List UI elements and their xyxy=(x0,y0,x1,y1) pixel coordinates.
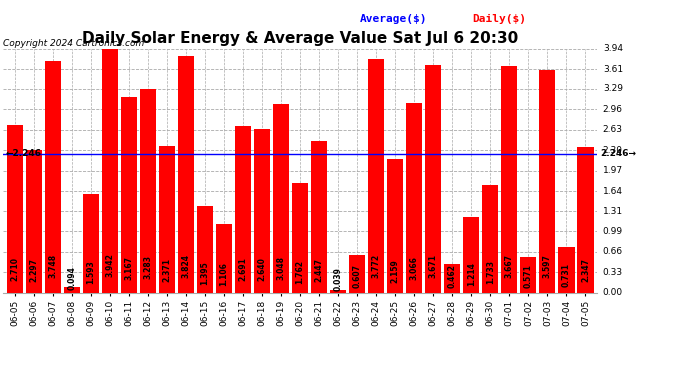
Text: 3.748: 3.748 xyxy=(48,254,57,278)
Bar xyxy=(368,59,384,292)
Text: 1.97: 1.97 xyxy=(603,166,623,175)
Text: 2.159: 2.159 xyxy=(391,259,400,283)
Bar xyxy=(235,126,251,292)
Bar xyxy=(102,49,118,292)
Bar xyxy=(463,217,480,292)
Bar xyxy=(425,65,442,292)
Text: 1.64: 1.64 xyxy=(603,186,623,195)
Bar xyxy=(387,159,404,292)
Text: 3.283: 3.283 xyxy=(144,255,152,279)
Text: 0.33: 0.33 xyxy=(603,268,623,277)
Bar xyxy=(178,56,194,292)
Text: 0.607: 0.607 xyxy=(353,264,362,288)
Text: 0.99: 0.99 xyxy=(603,227,623,236)
Text: 2.96: 2.96 xyxy=(603,105,623,114)
Text: 2.691: 2.691 xyxy=(239,257,248,281)
Text: 2.371: 2.371 xyxy=(163,258,172,282)
Text: 0.039: 0.039 xyxy=(334,267,343,291)
Text: 0.094: 0.094 xyxy=(68,266,77,290)
Bar xyxy=(292,183,308,292)
Text: 3.048: 3.048 xyxy=(277,256,286,280)
Bar xyxy=(197,206,213,292)
Text: 1.395: 1.395 xyxy=(201,261,210,285)
Text: 2.30: 2.30 xyxy=(603,146,623,155)
Bar xyxy=(558,247,575,292)
Text: 2.640: 2.640 xyxy=(257,257,266,281)
Text: 2.347: 2.347 xyxy=(581,258,590,282)
Bar xyxy=(254,129,270,292)
Text: 1.106: 1.106 xyxy=(219,262,228,286)
Text: 1.762: 1.762 xyxy=(295,260,305,284)
Text: 0.571: 0.571 xyxy=(524,264,533,288)
Text: Average($): Average($) xyxy=(359,14,427,24)
Text: 1.31: 1.31 xyxy=(603,207,623,216)
Text: 1.214: 1.214 xyxy=(467,262,476,286)
Text: 3.066: 3.066 xyxy=(410,256,419,280)
Bar xyxy=(45,61,61,292)
Bar xyxy=(7,125,23,292)
Bar xyxy=(311,141,327,292)
Text: Copyright 2024 Cartronics.com: Copyright 2024 Cartronics.com xyxy=(3,39,145,48)
Text: 3.597: 3.597 xyxy=(543,254,552,278)
Text: 0.731: 0.731 xyxy=(562,263,571,287)
Text: 2.63: 2.63 xyxy=(603,125,623,134)
Text: 2.710: 2.710 xyxy=(10,257,19,281)
Bar xyxy=(121,97,137,292)
Text: 3.942: 3.942 xyxy=(106,254,115,277)
Bar xyxy=(482,185,498,292)
Text: 3.29: 3.29 xyxy=(603,84,623,93)
Bar xyxy=(273,104,289,292)
Bar xyxy=(26,150,42,292)
Bar xyxy=(501,66,518,292)
Bar xyxy=(520,257,536,292)
Text: 1.733: 1.733 xyxy=(486,260,495,284)
Bar xyxy=(330,290,346,292)
Text: 3.667: 3.667 xyxy=(505,254,514,278)
Text: 3.94: 3.94 xyxy=(603,44,623,53)
Text: 0.66: 0.66 xyxy=(603,247,623,256)
Title: Daily Solar Energy & Average Value Sat Jul 6 20:30: Daily Solar Energy & Average Value Sat J… xyxy=(82,31,518,46)
Text: 3.167: 3.167 xyxy=(124,256,133,280)
Text: ←2.246: ←2.246 xyxy=(6,149,41,158)
Bar xyxy=(159,146,175,292)
Text: 2.246→: 2.246→ xyxy=(601,149,637,158)
Text: 1.593: 1.593 xyxy=(86,261,95,285)
Text: 3.671: 3.671 xyxy=(428,254,437,278)
Bar xyxy=(64,286,80,292)
Bar xyxy=(540,70,555,292)
Text: 3.61: 3.61 xyxy=(603,64,623,74)
Bar xyxy=(140,89,156,292)
Bar xyxy=(349,255,365,292)
Bar xyxy=(444,264,460,292)
Bar xyxy=(578,147,593,292)
Bar xyxy=(216,224,232,292)
Text: 2.297: 2.297 xyxy=(30,258,39,282)
Text: 2.447: 2.447 xyxy=(315,258,324,282)
Bar xyxy=(406,103,422,292)
Text: 0.462: 0.462 xyxy=(448,264,457,288)
Text: Daily($): Daily($) xyxy=(472,14,526,24)
Bar xyxy=(83,194,99,292)
Text: 0.00: 0.00 xyxy=(603,288,623,297)
Text: 3.824: 3.824 xyxy=(181,254,190,278)
Text: 3.772: 3.772 xyxy=(372,254,381,278)
